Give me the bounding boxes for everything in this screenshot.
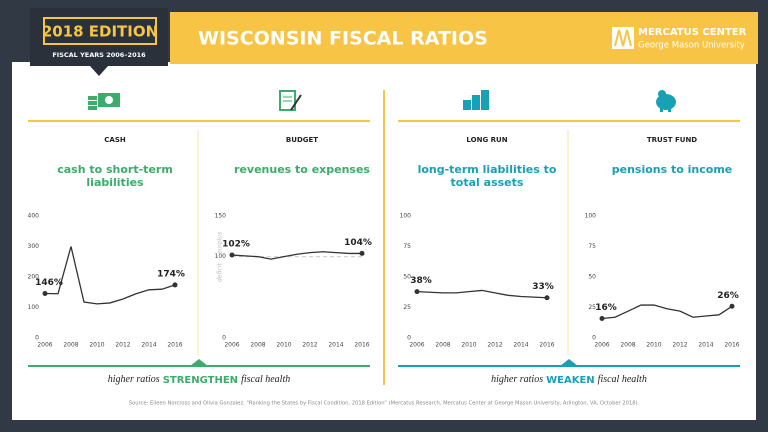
trust-fund-icon xyxy=(656,90,676,112)
x-tick-label: 2012 xyxy=(672,342,687,349)
category: LONG RUN xyxy=(466,136,507,144)
footer-text: higher ratios STRENGTHEN fiscal health xyxy=(108,374,290,386)
cash-icon xyxy=(88,93,120,110)
title-band xyxy=(170,12,758,64)
source: Source: Eileen Norcross and Olivia Gonza… xyxy=(129,401,640,407)
value-label: 33% xyxy=(532,282,554,292)
x-tick-label: 2010 xyxy=(461,342,476,349)
x-tick-label: 2010 xyxy=(646,342,661,349)
y-tick-label: 75 xyxy=(588,243,596,250)
footer-text: higher ratios WEAKEN fiscal health xyxy=(491,374,647,386)
y-tick-label: 100 xyxy=(28,304,40,311)
y-tick-label: 200 xyxy=(28,274,40,281)
x-tick-label: 2008 xyxy=(63,342,78,349)
x-tick-label: 2014 xyxy=(698,342,713,349)
data-point xyxy=(42,290,48,296)
data-point xyxy=(229,252,235,258)
metric-title: cash to short-term liabilities xyxy=(57,163,173,189)
x-tick-label: 2016 xyxy=(167,342,182,349)
footer-before: higher ratios xyxy=(108,374,160,385)
value-label: 174% xyxy=(157,269,185,279)
x-tick-label: 2006 xyxy=(224,342,239,349)
x-tick-label: 2012 xyxy=(302,342,317,349)
y-tick-label: 150 xyxy=(215,213,227,220)
x-tick-label: 2016 xyxy=(724,342,739,349)
zone-label: surplus xyxy=(217,232,224,254)
y-tick-label: 25 xyxy=(403,304,411,311)
footer-pointer xyxy=(190,359,208,366)
x-tick-label: 2012 xyxy=(115,342,130,349)
footer-emphasis: WEAKEN xyxy=(546,375,595,386)
x-tick-label: 2008 xyxy=(620,342,635,349)
data-point xyxy=(359,250,365,256)
y-tick-label: 50 xyxy=(588,274,596,281)
title: WISCONSIN FISCAL RATIOS xyxy=(198,28,488,50)
y-tick-label: 400 xyxy=(28,213,40,220)
data-point xyxy=(599,315,605,321)
logo-name: MERCATUS CENTER xyxy=(638,27,747,38)
x-tick-label: 2008 xyxy=(435,342,450,349)
y-tick-label: 25 xyxy=(588,304,596,311)
footer-after: fiscal health xyxy=(241,374,290,385)
category: CASH xyxy=(104,136,126,144)
data-point xyxy=(544,295,550,301)
logo-mark xyxy=(614,29,632,47)
y-tick-label: 100 xyxy=(585,213,597,220)
footer-pointer xyxy=(560,359,578,366)
y-tick-label: 100 xyxy=(215,253,227,260)
x-tick-label: 2010 xyxy=(276,342,291,349)
years: FISCAL YEARS 2006–2016 xyxy=(52,51,146,59)
x-tick-label: 2014 xyxy=(513,342,528,349)
y-tick-label: 75 xyxy=(403,243,411,250)
data-line xyxy=(44,246,176,305)
data-point xyxy=(172,282,178,288)
x-tick-label: 2010 xyxy=(89,342,104,349)
y-tick-label: 0 xyxy=(592,335,596,342)
value-label: 146% xyxy=(35,278,63,288)
x-tick-label: 2016 xyxy=(354,342,369,349)
value-label: 38% xyxy=(410,276,432,286)
y-tick-label: 0 xyxy=(35,335,39,342)
edition: 2018 EDITION xyxy=(42,23,158,41)
metric-title: revenues to expenses xyxy=(234,163,370,176)
x-tick-label: 2016 xyxy=(539,342,554,349)
footer-after: fiscal health xyxy=(598,374,647,385)
data-line xyxy=(231,251,362,260)
x-tick-label: 2014 xyxy=(141,342,156,349)
y-tick-label: 0 xyxy=(407,335,411,342)
y-tick-label: 50 xyxy=(403,274,411,281)
logo-sub: George Mason University xyxy=(638,41,745,51)
x-tick-label: 2008 xyxy=(250,342,265,349)
edition-pennant xyxy=(30,8,168,76)
x-tick-label: 2012 xyxy=(487,342,502,349)
metric-title: pensions to income xyxy=(611,163,733,176)
data-point xyxy=(414,289,420,295)
data-line xyxy=(601,304,733,320)
long-run-icon xyxy=(463,90,489,110)
category: BUDGET xyxy=(286,136,318,144)
metric-title: long-term liabilities to total assets xyxy=(417,163,557,189)
value-label: 26% xyxy=(717,291,739,301)
footer-emphasis: STRENGTHEN xyxy=(163,375,238,386)
data-point xyxy=(729,303,735,309)
zone-label: deficit xyxy=(217,263,224,282)
category: TRUST FUND xyxy=(647,136,697,144)
x-tick-label: 2006 xyxy=(37,342,52,349)
value-label: 102% xyxy=(222,240,250,250)
y-tick-label: 100 xyxy=(400,213,412,220)
value-label: 16% xyxy=(595,303,617,313)
footer-before: higher ratios xyxy=(491,374,543,385)
x-tick-label: 2006 xyxy=(594,342,609,349)
value-label: 104% xyxy=(344,238,372,248)
budget-icon xyxy=(279,90,302,111)
y-tick-label: 300 xyxy=(28,243,40,250)
x-tick-label: 2006 xyxy=(409,342,424,349)
y-tick-label: 0 xyxy=(222,335,226,342)
data-line xyxy=(416,289,548,299)
edition-box xyxy=(43,17,157,45)
x-tick-label: 2014 xyxy=(328,342,343,349)
